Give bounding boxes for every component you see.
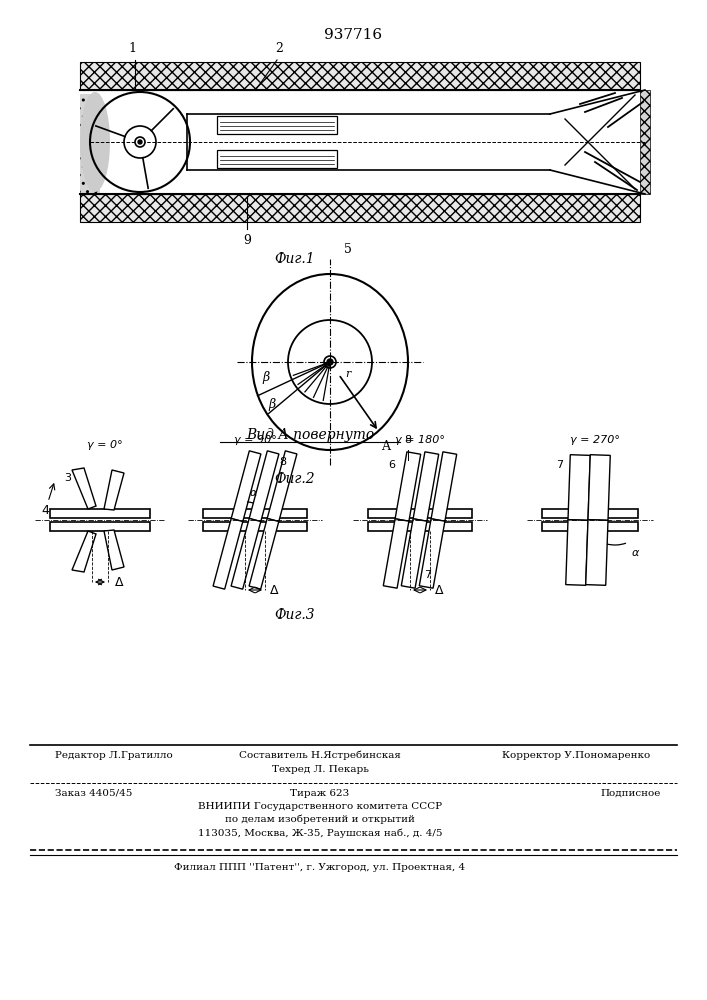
Bar: [80, 62, 640, 90]
Text: по делам изобретений и открытий: по делам изобретений и открытий: [225, 815, 415, 824]
Text: 8: 8: [279, 457, 286, 467]
Polygon shape: [566, 520, 588, 585]
Circle shape: [138, 140, 142, 144]
Text: 7: 7: [424, 570, 431, 580]
Polygon shape: [383, 519, 409, 588]
Text: 5: 5: [344, 243, 352, 256]
Polygon shape: [395, 452, 421, 521]
Bar: [217, 150, 337, 168]
Bar: [542, 522, 638, 531]
Bar: [80, 194, 640, 222]
Text: 7: 7: [556, 460, 563, 470]
Text: β: β: [269, 398, 276, 411]
Text: γ = 180°: γ = 180°: [395, 435, 445, 445]
Text: 8: 8: [404, 435, 411, 445]
Text: 1: 1: [128, 42, 136, 55]
Polygon shape: [231, 518, 261, 589]
Polygon shape: [413, 452, 439, 521]
Text: Δ: Δ: [435, 584, 443, 596]
Bar: [368, 509, 472, 518]
Text: Редактор Л.Гратилло: Редактор Л.Гратилло: [55, 751, 173, 760]
Text: Фиг.3: Фиг.3: [275, 608, 315, 622]
Text: Техред Л. Пекарь: Техред Л. Пекарь: [271, 765, 368, 774]
Polygon shape: [419, 519, 445, 588]
Polygon shape: [72, 468, 96, 509]
Polygon shape: [267, 451, 297, 522]
Polygon shape: [213, 518, 243, 589]
Bar: [203, 509, 307, 518]
Text: γ = 270°: γ = 270°: [570, 435, 620, 445]
Text: 6: 6: [389, 460, 395, 470]
Polygon shape: [585, 520, 608, 585]
Text: 937716: 937716: [324, 28, 382, 42]
Bar: [203, 522, 307, 531]
Polygon shape: [249, 518, 279, 589]
Polygon shape: [402, 519, 427, 588]
Circle shape: [135, 137, 145, 147]
Bar: [217, 116, 337, 134]
Text: Тираж 623: Тираж 623: [291, 789, 350, 798]
Circle shape: [327, 359, 333, 365]
Text: 9: 9: [243, 234, 251, 247]
Text: Составитель Н.Ястребинская: Составитель Н.Ястребинская: [239, 751, 401, 760]
Text: Δ: Δ: [270, 584, 279, 596]
Bar: [542, 509, 638, 518]
Text: ВНИИПИ Государственного комитета СССР: ВНИИПИ Государственного комитета СССР: [198, 802, 442, 811]
Polygon shape: [104, 530, 124, 570]
Polygon shape: [640, 90, 650, 194]
Circle shape: [324, 356, 336, 368]
Text: γ = 90°: γ = 90°: [233, 435, 276, 445]
Polygon shape: [104, 470, 124, 510]
Text: Заказ 4405/45: Заказ 4405/45: [55, 789, 132, 798]
Text: Вид А повернуто: Вид А повернуто: [246, 428, 374, 442]
Text: γ = 0°: γ = 0°: [87, 440, 123, 450]
Text: 3: 3: [64, 473, 71, 483]
Text: 2: 2: [275, 42, 283, 55]
Text: A: A: [381, 440, 390, 453]
Text: r: r: [345, 369, 351, 379]
Polygon shape: [588, 455, 610, 520]
Text: Фиг.1: Фиг.1: [275, 252, 315, 266]
Bar: [368, 522, 472, 531]
Text: β: β: [262, 371, 270, 384]
Text: Подписное: Подписное: [600, 789, 660, 798]
Bar: [50, 522, 150, 531]
Polygon shape: [431, 452, 457, 521]
Text: 113035, Москва, Ж-35, Раушская наб., д. 4/5: 113035, Москва, Ж-35, Раушская наб., д. …: [198, 828, 443, 838]
Text: 4: 4: [41, 504, 49, 516]
Polygon shape: [72, 531, 96, 572]
Polygon shape: [249, 451, 279, 522]
Text: α: α: [250, 488, 257, 498]
Bar: [50, 509, 150, 518]
Text: Корректор У.Пономаренко: Корректор У.Пономаренко: [502, 751, 650, 760]
Text: Фиг.2: Фиг.2: [275, 472, 315, 486]
Text: Филиал ППП ''Патент'', г. Ужгород, ул. Проектная, 4: Филиал ППП ''Патент'', г. Ужгород, ул. П…: [175, 863, 466, 872]
Polygon shape: [231, 451, 261, 522]
Text: α: α: [631, 548, 638, 558]
Text: Δ: Δ: [115, 576, 124, 588]
Bar: [80, 94, 100, 194]
Ellipse shape: [80, 92, 110, 192]
Polygon shape: [568, 455, 590, 520]
